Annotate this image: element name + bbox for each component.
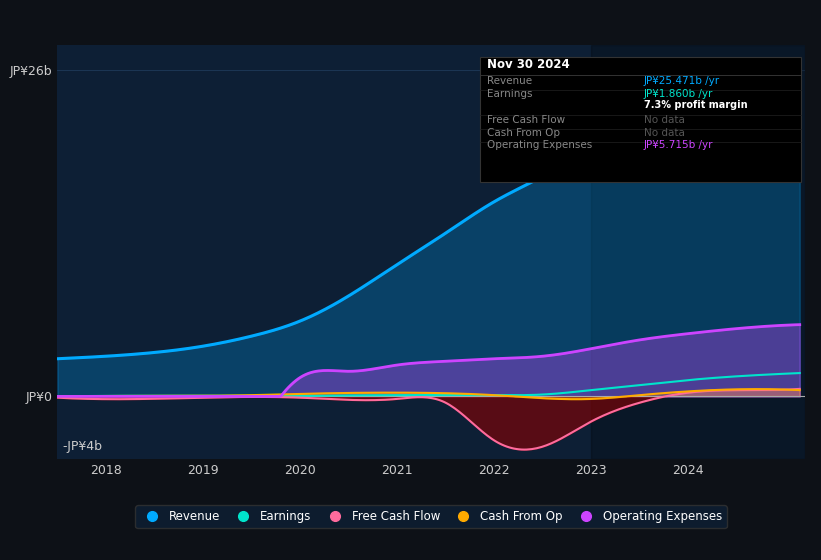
Bar xyxy=(591,45,805,459)
Text: Cash From Op: Cash From Op xyxy=(487,128,560,138)
Text: -JP¥4b: -JP¥4b xyxy=(62,440,103,453)
Text: JP¥25.471b /yr: JP¥25.471b /yr xyxy=(644,76,720,86)
Text: Operating Expenses: Operating Expenses xyxy=(487,141,592,151)
Text: Revenue: Revenue xyxy=(487,76,532,86)
Text: Earnings: Earnings xyxy=(487,88,533,99)
Text: JP¥1.860b /yr: JP¥1.860b /yr xyxy=(644,88,713,99)
Text: Nov 30 2024: Nov 30 2024 xyxy=(487,58,570,71)
Text: Free Cash Flow: Free Cash Flow xyxy=(487,115,565,125)
Text: 7.3% profit margin: 7.3% profit margin xyxy=(644,100,748,110)
Text: No data: No data xyxy=(644,115,685,125)
Legend: Revenue, Earnings, Free Cash Flow, Cash From Op, Operating Expenses: Revenue, Earnings, Free Cash Flow, Cash … xyxy=(135,506,727,528)
FancyBboxPatch shape xyxy=(479,57,800,181)
Text: No data: No data xyxy=(644,128,685,138)
Text: JP¥5.715b /yr: JP¥5.715b /yr xyxy=(644,141,713,151)
